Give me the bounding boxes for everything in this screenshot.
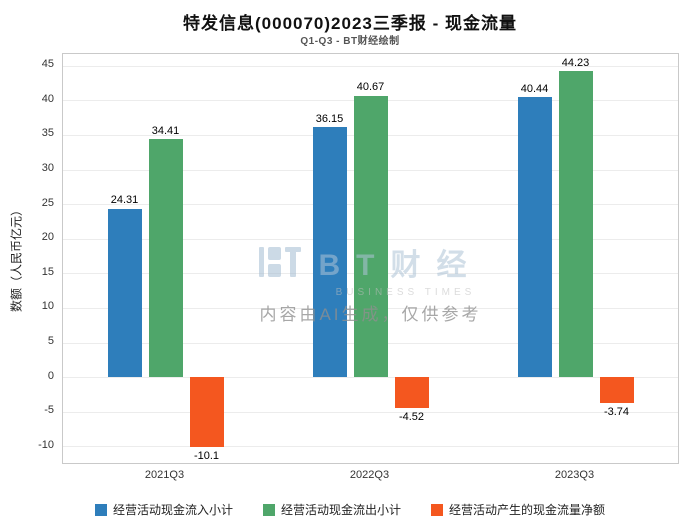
x-tick-label: 2023Q3 bbox=[554, 469, 595, 481]
bar-value-label: -10.1 bbox=[193, 450, 220, 463]
chart-title: 特发信息(000070)2023三季报 - 现金流量 bbox=[183, 14, 517, 33]
bar-value-label: 36.15 bbox=[315, 112, 344, 125]
y-tick-label: 25 bbox=[41, 196, 54, 209]
bar-series3-2022Q3 bbox=[394, 377, 429, 409]
gridline bbox=[63, 446, 678, 448]
bar-series1-2022Q3 bbox=[312, 127, 347, 378]
bar-value-label: 40.67 bbox=[356, 81, 385, 94]
bar-series3-2023Q3 bbox=[599, 377, 634, 404]
gridline bbox=[63, 377, 678, 379]
bar-series1-2023Q3 bbox=[517, 97, 552, 378]
y-tick-label: 30 bbox=[41, 162, 54, 175]
legend-swatch-icon bbox=[94, 503, 107, 516]
bar-series2-2023Q3 bbox=[558, 71, 593, 378]
y-tick-label: 40 bbox=[41, 92, 54, 105]
bar-value-label: 40.44 bbox=[520, 82, 549, 95]
chart-subtitle: Q1-Q3 - BT财经绘制 bbox=[300, 36, 400, 47]
y-tick-label: 20 bbox=[41, 231, 54, 244]
legend-swatch-icon bbox=[262, 503, 275, 516]
legend: 经营活动现金流入小计 经营活动现金流出小计 经营活动产生的现金流量净额 bbox=[0, 501, 700, 518]
bar-series2-2022Q3 bbox=[353, 95, 388, 378]
bar-value-label: 34.41 bbox=[151, 124, 180, 137]
plot-area: BT财经 BUSINESS TIMES 内容由AI生成，仅供参考 24.31 34… bbox=[62, 53, 679, 464]
bar-series3-2021Q3 bbox=[189, 377, 224, 448]
bar-value-label: 44.23 bbox=[561, 56, 590, 69]
x-tick-label: 2022Q3 bbox=[349, 469, 390, 481]
y-tick-label: 0 bbox=[47, 369, 54, 382]
y-tick-label: -5 bbox=[44, 404, 54, 417]
y-tick-label: 10 bbox=[41, 300, 54, 313]
y-tick-label: 45 bbox=[41, 58, 54, 71]
legend-item: 经营活动产生的现金流量净额 bbox=[431, 501, 605, 518]
legend-swatch-icon bbox=[431, 503, 443, 516]
legend-label: 经营活动现金流出小计 bbox=[280, 503, 401, 517]
y-tick-label: 5 bbox=[47, 335, 54, 348]
bar-value-label: -4.52 bbox=[398, 411, 425, 424]
y-tick-label: -10 bbox=[38, 438, 54, 451]
bar-value-label: 24.31 bbox=[110, 194, 139, 207]
gridline bbox=[63, 65, 678, 67]
y-tick-label: 35 bbox=[41, 127, 54, 140]
legend-label: 经营活动产生的现金流量净额 bbox=[449, 503, 606, 517]
legend-item: 经营活动现金流出小计 bbox=[262, 501, 401, 518]
y-tick-label: 15 bbox=[41, 265, 54, 278]
bar-value-label: -3.74 bbox=[603, 406, 630, 419]
gridline bbox=[63, 411, 678, 413]
legend-item: 经营活动现金流入小计 bbox=[94, 501, 233, 518]
x-tick-label: 2021Q3 bbox=[144, 469, 185, 481]
bar-series1-2021Q3 bbox=[107, 208, 142, 378]
y-axis-title: 数额（人民币亿元） bbox=[9, 203, 24, 313]
legend-label: 经营活动现金流入小计 bbox=[112, 503, 233, 517]
bar-series2-2021Q3 bbox=[148, 139, 183, 378]
